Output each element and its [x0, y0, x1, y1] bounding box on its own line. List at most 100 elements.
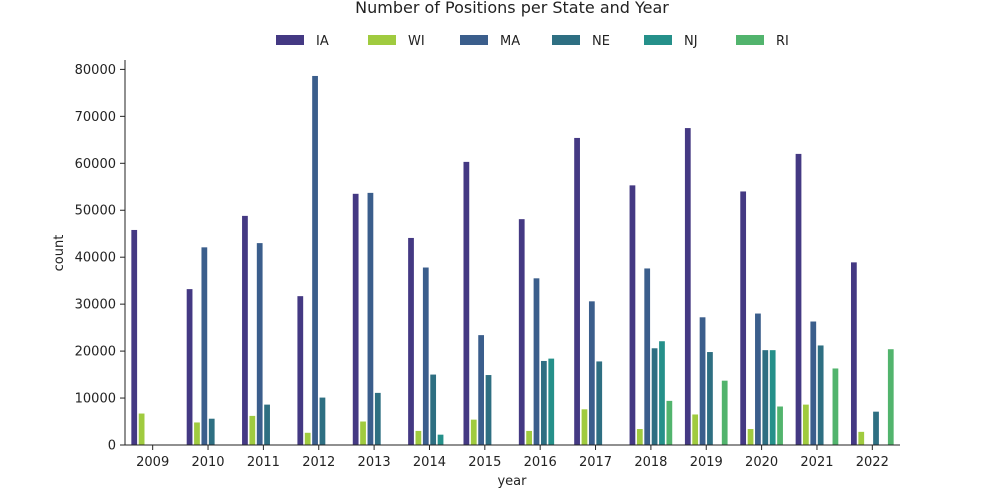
bar-IA-2012: [297, 296, 304, 445]
chart-title: Number of Positions per State and Year: [355, 0, 669, 17]
series-IA: [131, 128, 857, 446]
bar-IA-2011: [242, 215, 248, 445]
y-tick-label: 40000: [75, 251, 116, 266]
bar-MA-2021: [810, 321, 817, 445]
bar-NJ-2016: [548, 358, 555, 445]
x-tick-label: 2017: [579, 455, 612, 470]
x-axis: 2009 2010 2011 2012 2013 2014 2015 2016 2017 2018…: [125, 444, 900, 470]
bars: [131, 75, 894, 446]
bar-MA-2019: [699, 317, 706, 445]
bar-NE-2012: [319, 397, 326, 445]
bar-MA-2010: [201, 247, 208, 445]
legend-label: NJ: [684, 34, 698, 49]
bar-IA-2015: [463, 161, 470, 445]
x-axis-label: year: [497, 474, 527, 489]
bar-NE-2013: [374, 392, 381, 445]
bar-NE-2017: [596, 361, 603, 445]
legend-item-WI: WI: [368, 34, 425, 49]
legend: IA WI MA NE NJ RI: [276, 34, 789, 49]
bar-IA-2014: [408, 237, 414, 445]
x-tick-label: 2012: [302, 455, 335, 470]
series-NE: [208, 345, 879, 445]
bar-WI-2020: [747, 429, 754, 445]
bar-WI-2018: [636, 429, 643, 445]
bar-WI-2019: [692, 414, 699, 445]
legend-label: MA: [500, 34, 520, 49]
bar-IA-2009: [131, 229, 138, 445]
bar-WI-2011: [249, 415, 256, 445]
bar-IA-2021: [795, 153, 802, 445]
legend-item-IA: IA: [276, 34, 329, 49]
bar-NE-2019: [707, 352, 713, 445]
legend-item-NE: NE: [552, 34, 610, 49]
bar-NE-2018: [651, 348, 658, 445]
bar-MA-2015: [478, 335, 485, 445]
bar-WI-2010: [194, 422, 200, 445]
bar-RI-2018: [666, 400, 673, 445]
bar-IA-2016: [518, 219, 525, 445]
y-tick-label: 10000: [75, 392, 116, 407]
y-tick-label: 20000: [75, 345, 116, 360]
bar-WI-2016: [526, 430, 532, 445]
series-WI: [138, 404, 865, 445]
bar-IA-2020: [740, 191, 747, 445]
bar-WI-2013: [360, 421, 366, 445]
y-axis: 0 10000 20000 30000 40000 50000 60000 70000 8000…: [75, 60, 126, 454]
bar-WI-2012: [304, 432, 311, 445]
bar-NE-2011: [264, 404, 270, 445]
legend-label: NE: [592, 34, 610, 49]
bar-NE-2010: [208, 418, 215, 445]
series-RI: [666, 349, 894, 445]
legend-swatch: [736, 35, 764, 45]
bar-MA-2014: [422, 267, 429, 445]
bar-IA-2013: [352, 193, 359, 445]
bar-RI-2020: [777, 406, 783, 445]
y-tick-label: 30000: [75, 298, 116, 313]
bar-WI-2022: [858, 431, 865, 445]
bar-RI-2019: [721, 380, 728, 445]
bar-WI-2017: [581, 409, 588, 445]
series-MA: [201, 75, 817, 446]
x-tick-label: 2019: [690, 455, 723, 470]
y-tick-label: 50000: [75, 204, 116, 219]
x-tick-label: 2009: [136, 455, 169, 470]
bar-MA-2017: [588, 301, 595, 445]
bar-MA-2011: [256, 243, 263, 445]
bar-IA-2017: [574, 137, 580, 445]
legend-label: IA: [316, 34, 329, 49]
x-tick-label: 2022: [856, 455, 889, 470]
legend-label: WI: [408, 34, 425, 49]
bar-RI-2022: [887, 349, 894, 445]
x-tick-label: 2013: [358, 455, 391, 470]
legend-item-RI: RI: [736, 34, 789, 49]
legend-swatch: [552, 35, 580, 45]
bar-NE-2014: [430, 374, 437, 445]
legend-swatch: [276, 35, 304, 45]
bar-IA-2019: [684, 128, 691, 445]
legend-swatch: [460, 35, 488, 45]
x-tick-label: 2015: [468, 455, 501, 470]
bar-RI-2021: [832, 368, 839, 445]
bar-NE-2020: [762, 350, 769, 445]
legend-item-MA: MA: [460, 34, 520, 49]
x-tick-label: 2021: [800, 455, 833, 470]
bar-WI-2014: [415, 430, 422, 445]
bar-MA-2013: [367, 192, 374, 445]
bar-WI-2009: [138, 413, 145, 445]
legend-item-NJ: NJ: [644, 34, 698, 49]
x-tick-label: 2016: [524, 455, 557, 470]
bar-IA-2010: [186, 289, 193, 445]
y-tick-label: 80000: [75, 63, 116, 78]
x-tick-label: 2010: [191, 455, 224, 470]
x-tick-label: 2018: [634, 455, 667, 470]
series-NJ: [437, 341, 776, 445]
bar-MA-2020: [755, 313, 761, 445]
bar-NJ-2018: [659, 341, 665, 445]
bar-WI-2021: [803, 404, 809, 445]
legend-swatch: [644, 35, 672, 45]
x-tick-label: 2011: [247, 455, 280, 470]
bar-NJ-2014: [437, 434, 444, 445]
bar-NJ-2020: [769, 350, 776, 445]
x-tick-label: 2020: [745, 455, 778, 470]
y-tick-label: 0: [108, 439, 116, 454]
